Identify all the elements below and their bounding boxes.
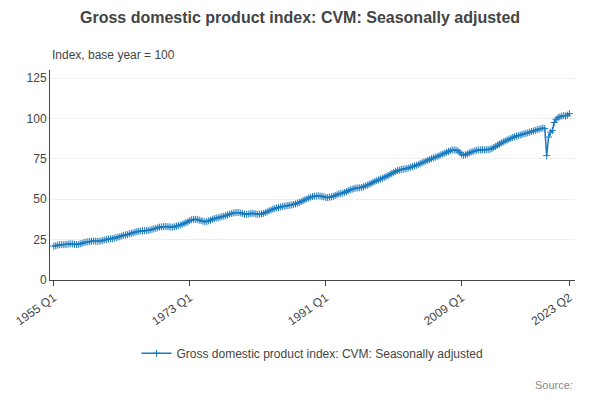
svg-text:1991 Q1: 1991 Q1 bbox=[285, 290, 331, 328]
svg-text:1955 Q1: 1955 Q1 bbox=[13, 290, 59, 328]
svg-text:100: 100 bbox=[27, 112, 47, 126]
svg-text:Index, base year = 100: Index, base year = 100 bbox=[52, 48, 175, 62]
svg-text:50: 50 bbox=[33, 192, 47, 206]
svg-text:2009 Q1: 2009 Q1 bbox=[421, 290, 467, 328]
svg-text:75: 75 bbox=[33, 152, 47, 166]
svg-text:Gross domestic product index:: Gross domestic product index: CVM: Seaso… bbox=[177, 347, 483, 361]
svg-text:25: 25 bbox=[33, 233, 47, 247]
svg-text:1973 Q1: 1973 Q1 bbox=[149, 290, 195, 328]
svg-text:Gross domestic product index:: Gross domestic product index: CVM: Seaso… bbox=[80, 9, 520, 26]
svg-text:125: 125 bbox=[27, 71, 47, 85]
svg-text:2023 Q2: 2023 Q2 bbox=[529, 290, 575, 328]
svg-text:0: 0 bbox=[40, 273, 47, 287]
svg-text:Source:: Source: bbox=[535, 379, 573, 391]
